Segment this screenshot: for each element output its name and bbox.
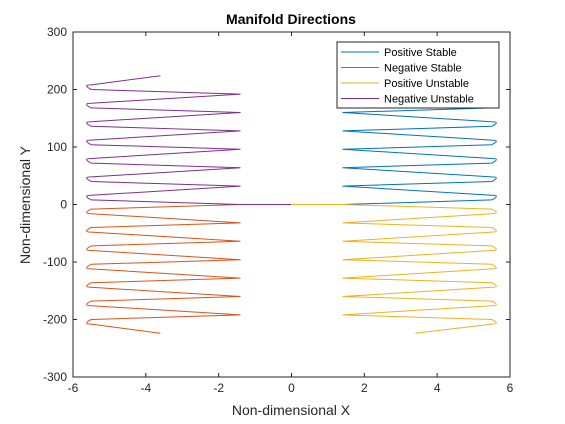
- y-tick-label: 300: [47, 25, 67, 39]
- x-tick-label: 4: [434, 381, 441, 395]
- axes-layer: -6 -4 -2 0 2 4 6 -300 -200 -100 0 100 200 300: [43, 25, 514, 395]
- legend-label: Positive Stable: [384, 47, 457, 59]
- x-tick-label: -4: [140, 381, 151, 395]
- x-tick-label: -2: [213, 381, 224, 395]
- chart-title: Manifold Directions: [226, 11, 356, 27]
- legend-box: [336, 41, 500, 109]
- x-axis-label: Non-dimensional X: [232, 402, 351, 418]
- series-line-2: [86, 204, 292, 334]
- y-tick-label: 200: [47, 83, 67, 97]
- series-line-4: [86, 75, 292, 205]
- x-tick-label: 6: [507, 381, 514, 395]
- legend-label: Positive Unstable: [384, 78, 469, 90]
- y-tick-label: -100: [43, 255, 67, 269]
- x-tick-label: -6: [68, 381, 79, 395]
- legend: Positive Stable Negative Stable Positive U…: [336, 41, 500, 109]
- series-line-3: [291, 204, 497, 334]
- legend-label: Negative Unstable: [384, 94, 474, 106]
- y-tick-label: 0: [60, 198, 67, 212]
- y-tick-label: -300: [43, 370, 67, 384]
- x-tick-label: 2: [361, 381, 368, 395]
- legend-label: Negative Stable: [384, 63, 462, 75]
- y-tick-label: -200: [43, 313, 67, 327]
- y-tick-label: 100: [47, 140, 67, 154]
- x-tick-label: 0: [288, 381, 295, 395]
- y-axis-label: Non-dimensional Y: [17, 145, 33, 264]
